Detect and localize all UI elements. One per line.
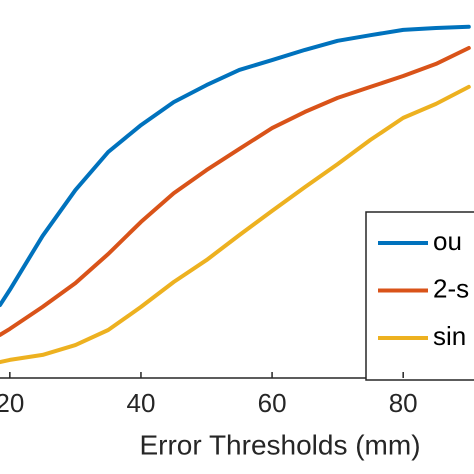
series-line: [0, 46, 471, 337]
legend-label: sin: [433, 321, 466, 351]
legend-box: [365, 211, 474, 381]
x-tick-label: 20: [0, 388, 24, 418]
legend: ou 2-s sin: [365, 211, 474, 381]
x-tick-label: 80: [389, 388, 418, 418]
x-axis-title: Error Thresholds (mm): [139, 429, 420, 460]
x-tick-label: 40: [126, 388, 155, 418]
series-line: [0, 24, 471, 307]
plot-area: [0, 24, 471, 365]
legend-label: 2-s: [433, 273, 469, 303]
x-tick-label: 60: [258, 388, 287, 418]
series-line: [0, 84, 471, 365]
legend-label: ou: [433, 226, 462, 256]
